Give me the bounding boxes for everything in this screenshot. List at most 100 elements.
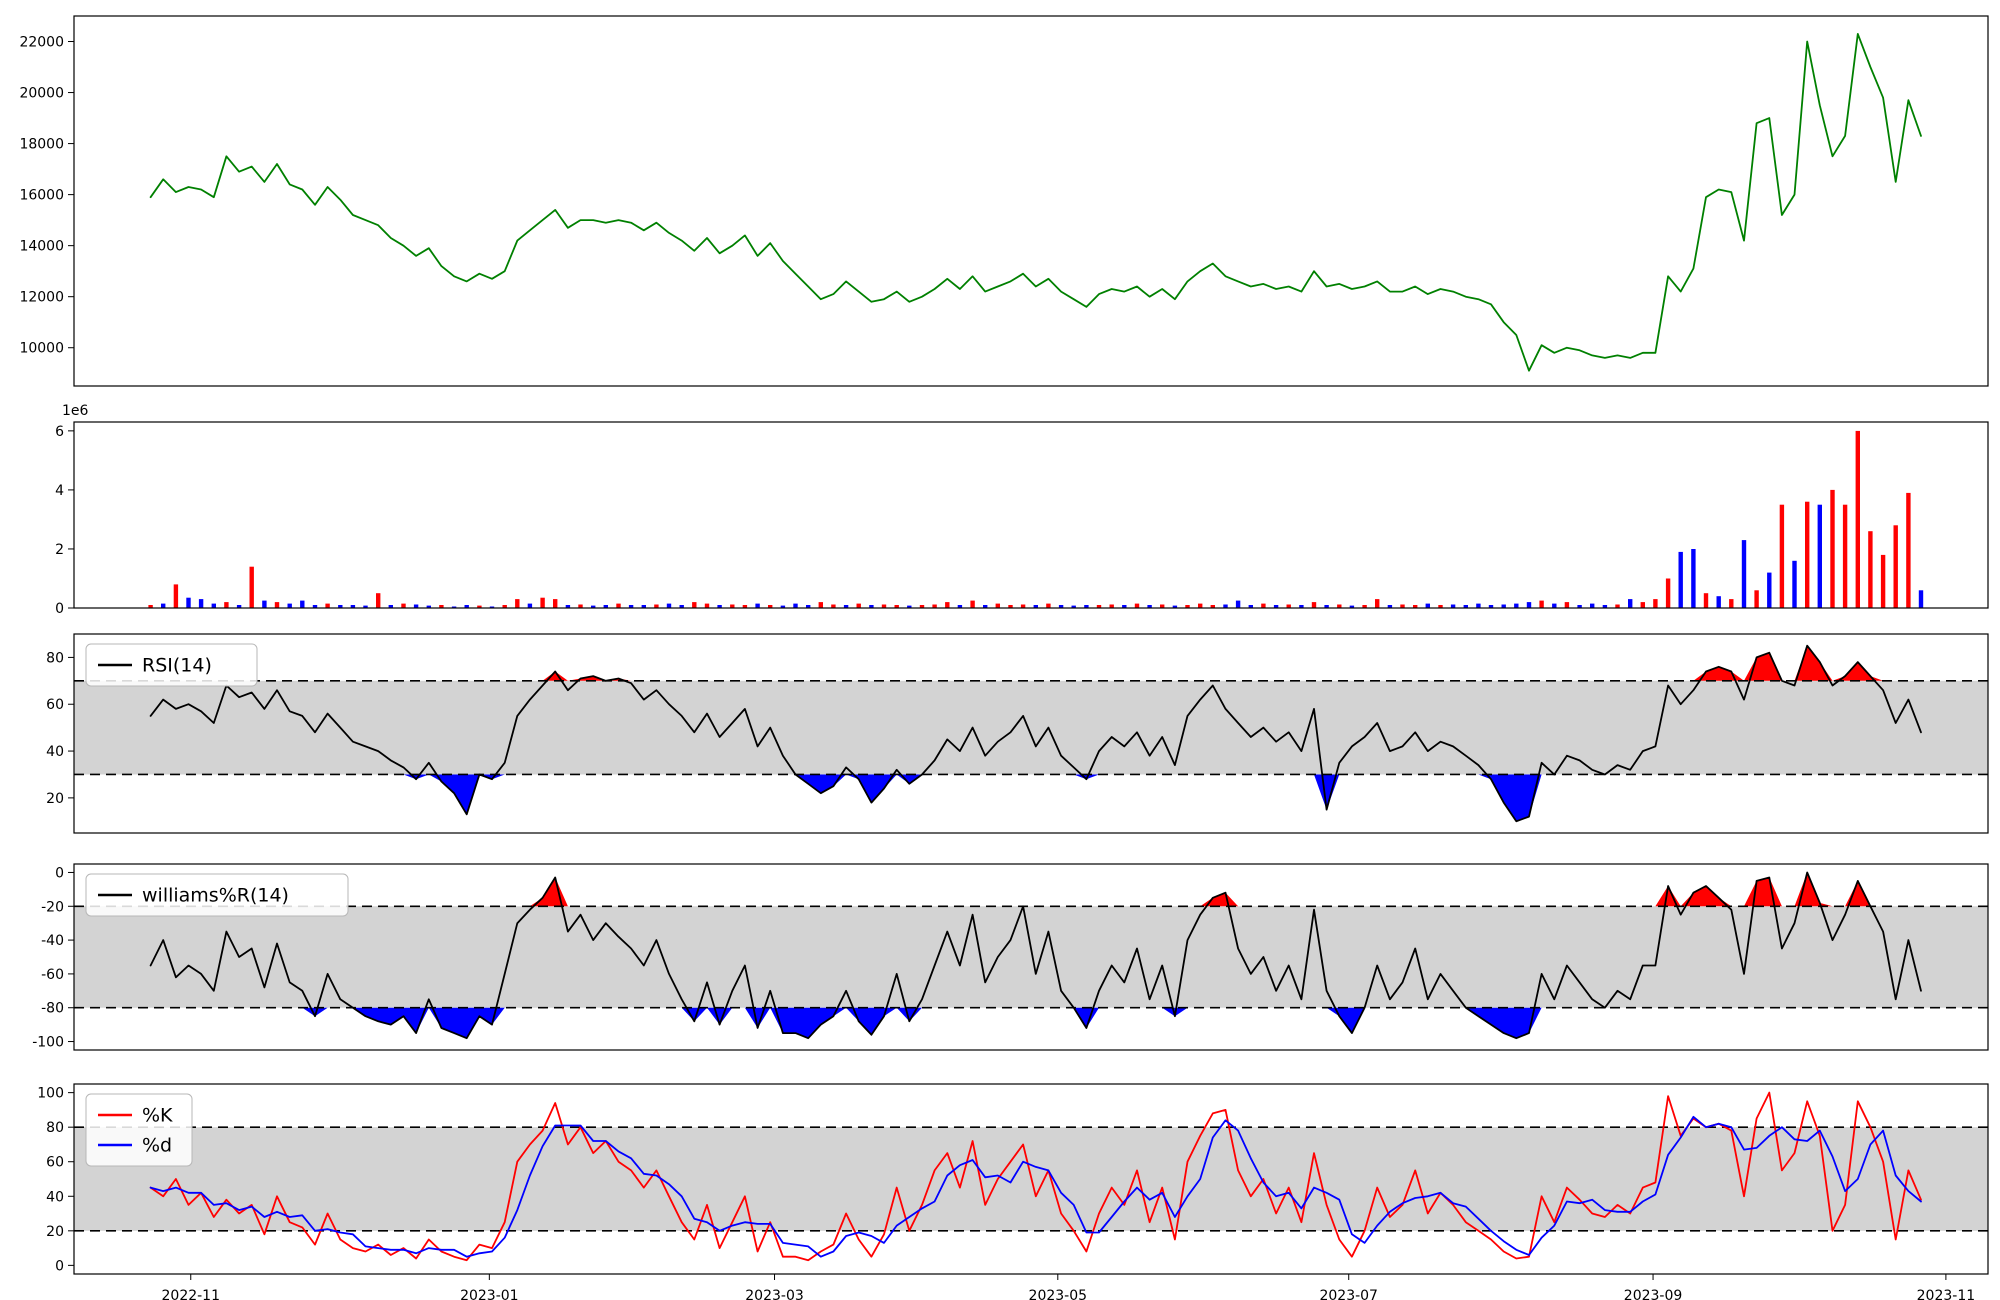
volume-bar [1349,605,1355,608]
volume-bar [1741,540,1747,608]
volume-y-tick-label: 0 [55,601,64,617]
x-tick-label: 2023-07 [1319,1288,1378,1300]
x-tick-label: 2022-11 [162,1288,221,1300]
rsi-y-tick-label: 60 [46,697,64,713]
price-y-tick-label: 12000 [19,290,64,306]
volume-bar [1198,603,1203,608]
volume-bar [1172,605,1178,608]
volume-bar [1008,605,1013,608]
volume-bar [1501,604,1506,608]
volume-bar [945,602,950,608]
volume-bar [1375,599,1380,608]
rsi-y-tick-label: 80 [46,650,64,666]
volume-bar [287,603,292,608]
volume-bar [1286,604,1291,608]
stoch-y-tick-label: 80 [46,1120,64,1136]
volume-bar [1324,605,1329,608]
volume-bar [983,605,988,608]
volume-bar [1033,605,1038,608]
volume-bar [717,605,722,608]
volume-bar [768,605,773,608]
volume-bar [1817,504,1822,608]
volume-bar [1880,554,1886,608]
volume-bar [1868,531,1873,608]
volume-bar [198,599,204,608]
volume-bar [1210,605,1215,608]
volume-bar [502,605,507,608]
x-tick-label: 2023-03 [745,1288,804,1300]
price-frame [73,15,1989,387]
volume-bar [148,605,153,608]
volume-bar [995,603,1000,608]
volume-bar [755,603,760,608]
volume-bar [704,603,710,608]
volume-bar [274,602,280,608]
volume-bar [1362,605,1367,608]
volume-bar [1413,605,1418,608]
volume-bar [426,605,431,608]
volume-bar [1311,602,1317,608]
volume-bar [249,566,254,608]
volume-scale-label: 1e6 [62,403,89,419]
volume-bar [1134,603,1140,608]
volume-bar [325,603,330,608]
price-y-tick-label: 20000 [19,86,64,102]
price-line [149,33,1922,372]
volume-bar [1830,489,1835,608]
volume-bar [173,584,179,608]
volume-bar [780,605,786,608]
volume-bar [1729,599,1734,608]
volume-bar [439,605,444,608]
volume-bar [540,597,545,608]
volume-bar [1185,605,1190,608]
volume-bar [413,604,419,608]
volume-bar [1754,590,1759,608]
volume-bar [1438,605,1443,608]
volume-bar [262,600,267,608]
volume-bar [1273,605,1279,608]
volume-bar [338,605,343,608]
x-tick-label: 2023-09 [1624,1288,1683,1300]
x-tick-label: 2023-05 [1029,1288,1088,1300]
volume-bar [1716,596,1721,608]
rsi-legend-label-0: RSI(14) [142,655,212,677]
volume-bar [1020,604,1026,608]
volume-bar [1906,492,1911,608]
volume-bar [565,605,571,608]
volume-bar [1615,604,1620,608]
williams-y-tick-label: -40 [41,933,64,949]
volume-bar [1590,603,1595,608]
volume-bar [970,600,975,608]
rsi-y-tick-label: 40 [46,744,64,760]
williams-overbought-fill [150,872,1922,907]
volume-bar [591,605,596,608]
price-y-tick-label: 10000 [19,341,64,357]
volume-bar [1792,560,1797,608]
williams-y-tick-label: 0 [55,865,64,881]
stoch-y-tick-label: 60 [46,1155,64,1171]
stoch-y-tick-label: 20 [46,1224,64,1240]
volume-bar [856,603,861,608]
volume-bar [957,605,963,608]
stoch-legend-box [85,1093,193,1167]
volume-bar [1665,578,1671,608]
volume-bar [616,603,621,608]
volume-bar [1096,605,1102,608]
stoch-line-1 [149,1115,1922,1258]
volume-bar [350,605,356,608]
stoch-legend-label-1: %d [142,1135,172,1157]
volume-bar [553,599,558,608]
volume-bar [1552,603,1557,608]
volume-bar [1400,604,1405,608]
williams-band [74,906,1988,1008]
volume-bar [1767,572,1772,608]
volume-bar [1425,603,1430,608]
rsi-y-tick-label: 20 [46,791,64,807]
volume-bar [1640,602,1645,608]
volume-bar [692,602,697,608]
volume-bar [1842,504,1848,608]
price-y-tick-label: 18000 [19,137,64,153]
volume-bar [1539,600,1544,608]
williams-y-tick-label: -20 [41,899,64,915]
